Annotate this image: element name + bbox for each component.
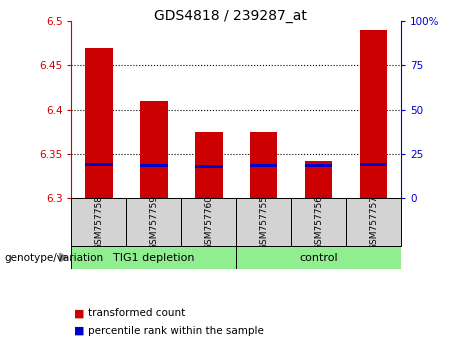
Bar [360,30,387,198]
Polygon shape [60,253,67,262]
Bar [126,198,181,246]
Bar [346,198,401,246]
Bar [181,198,236,246]
Bar [140,101,168,198]
Bar [195,132,223,198]
Text: GSM757756: GSM757756 [314,195,323,250]
Bar [140,164,168,167]
Bar [250,164,278,167]
Text: transformed count: transformed count [88,308,185,318]
Bar [71,198,126,246]
Text: GSM757757: GSM757757 [369,195,378,250]
Bar [71,246,236,269]
Text: ■: ■ [74,308,84,318]
Text: percentile rank within the sample: percentile rank within the sample [88,326,264,336]
Bar [236,246,401,269]
Text: ■: ■ [74,326,84,336]
Text: TIG1 depletion: TIG1 depletion [113,252,195,263]
Text: GDS4818 / 239287_at: GDS4818 / 239287_at [154,9,307,23]
Bar [305,161,332,198]
Bar [250,132,278,198]
Bar [85,48,112,198]
Text: genotype/variation: genotype/variation [5,252,104,263]
Bar [291,198,346,246]
Bar [360,163,387,166]
Text: GSM757759: GSM757759 [149,195,159,250]
Text: GSM757755: GSM757755 [259,195,268,250]
Bar [195,165,223,168]
Bar [236,198,291,246]
Text: GSM757760: GSM757760 [204,195,213,250]
Text: GSM757758: GSM757758 [95,195,103,250]
Bar [305,164,332,167]
Text: control: control [299,252,338,263]
Bar [85,163,112,166]
